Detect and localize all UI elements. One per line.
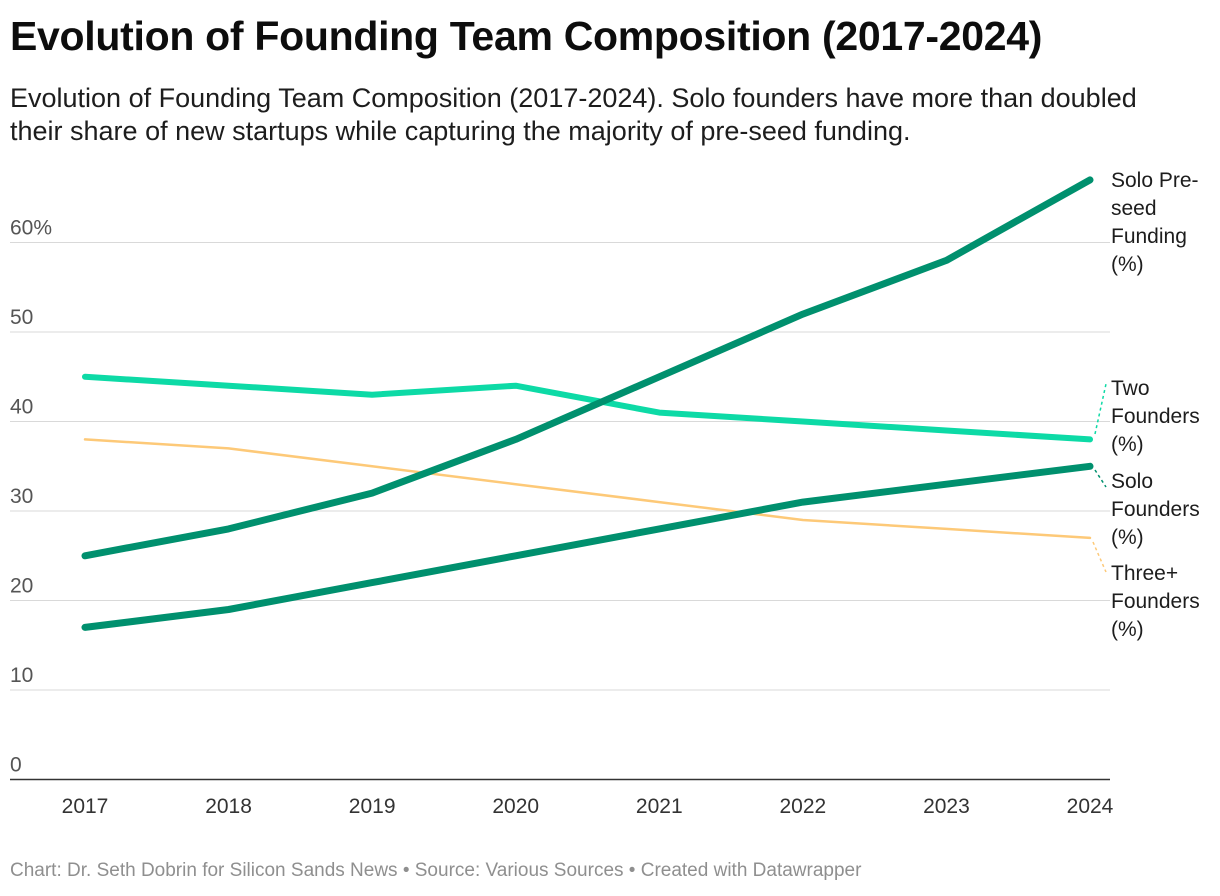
chart-footer: Chart: Dr. Seth Dobrin for Silicon Sands… xyxy=(10,860,862,881)
y-tick-label: 0 xyxy=(10,754,22,777)
line-solo-founders xyxy=(81,462,1094,631)
line-three-plus-founders xyxy=(83,438,1092,540)
x-tick-label: 2019 xyxy=(349,795,396,818)
line-two-founders xyxy=(82,373,1093,443)
x-tick-label: 2021 xyxy=(636,795,683,818)
x-tick-label: 2020 xyxy=(492,795,539,818)
y-tick-label: 10 xyxy=(10,664,33,687)
x-tick-label: 2022 xyxy=(779,795,826,818)
y-tick-label: 30 xyxy=(10,485,33,508)
chart-subtitle: Evolution of Founding Team Composition (… xyxy=(10,83,1137,146)
line-solo-preseed-funding xyxy=(81,176,1094,560)
label-connector xyxy=(1092,541,1107,573)
y-tick-label: 50 xyxy=(10,306,33,329)
x-tick-label: 2024 xyxy=(1067,795,1114,818)
label-solo-preseed-funding: Solo Pre-seed Funding (%) xyxy=(1111,169,1199,276)
label-three-plus-founders: Three+ Founders (%) xyxy=(1111,562,1200,641)
y-tick-label: 60% xyxy=(10,217,52,240)
x-tick-label: 2023 xyxy=(923,795,970,818)
label-connector xyxy=(1094,469,1107,488)
label-connector xyxy=(1094,383,1107,435)
gridlines xyxy=(10,242,1110,781)
y-axis-ticks: 0 10 20 30 40 50 60% xyxy=(10,217,52,777)
label-solo-founders: Solo Founders (%) xyxy=(1111,470,1200,549)
x-tick-label: 2017 xyxy=(62,795,109,818)
chart-title: Evolution of Founding Team Composition (… xyxy=(10,13,1043,59)
series-lines xyxy=(81,176,1094,631)
label-two-founders: Two Founders (%) xyxy=(1111,377,1200,456)
x-axis-ticks: 2017 2018 2019 2020 2021 2022 2023 2024 xyxy=(62,795,1114,818)
x-tick-label: 2018 xyxy=(205,795,252,818)
y-tick-label: 40 xyxy=(10,396,33,419)
series-labels: Solo Pre-seed Funding (%) Two Founders (%) Sol… xyxy=(1092,169,1200,641)
y-tick-label: 20 xyxy=(10,575,33,598)
